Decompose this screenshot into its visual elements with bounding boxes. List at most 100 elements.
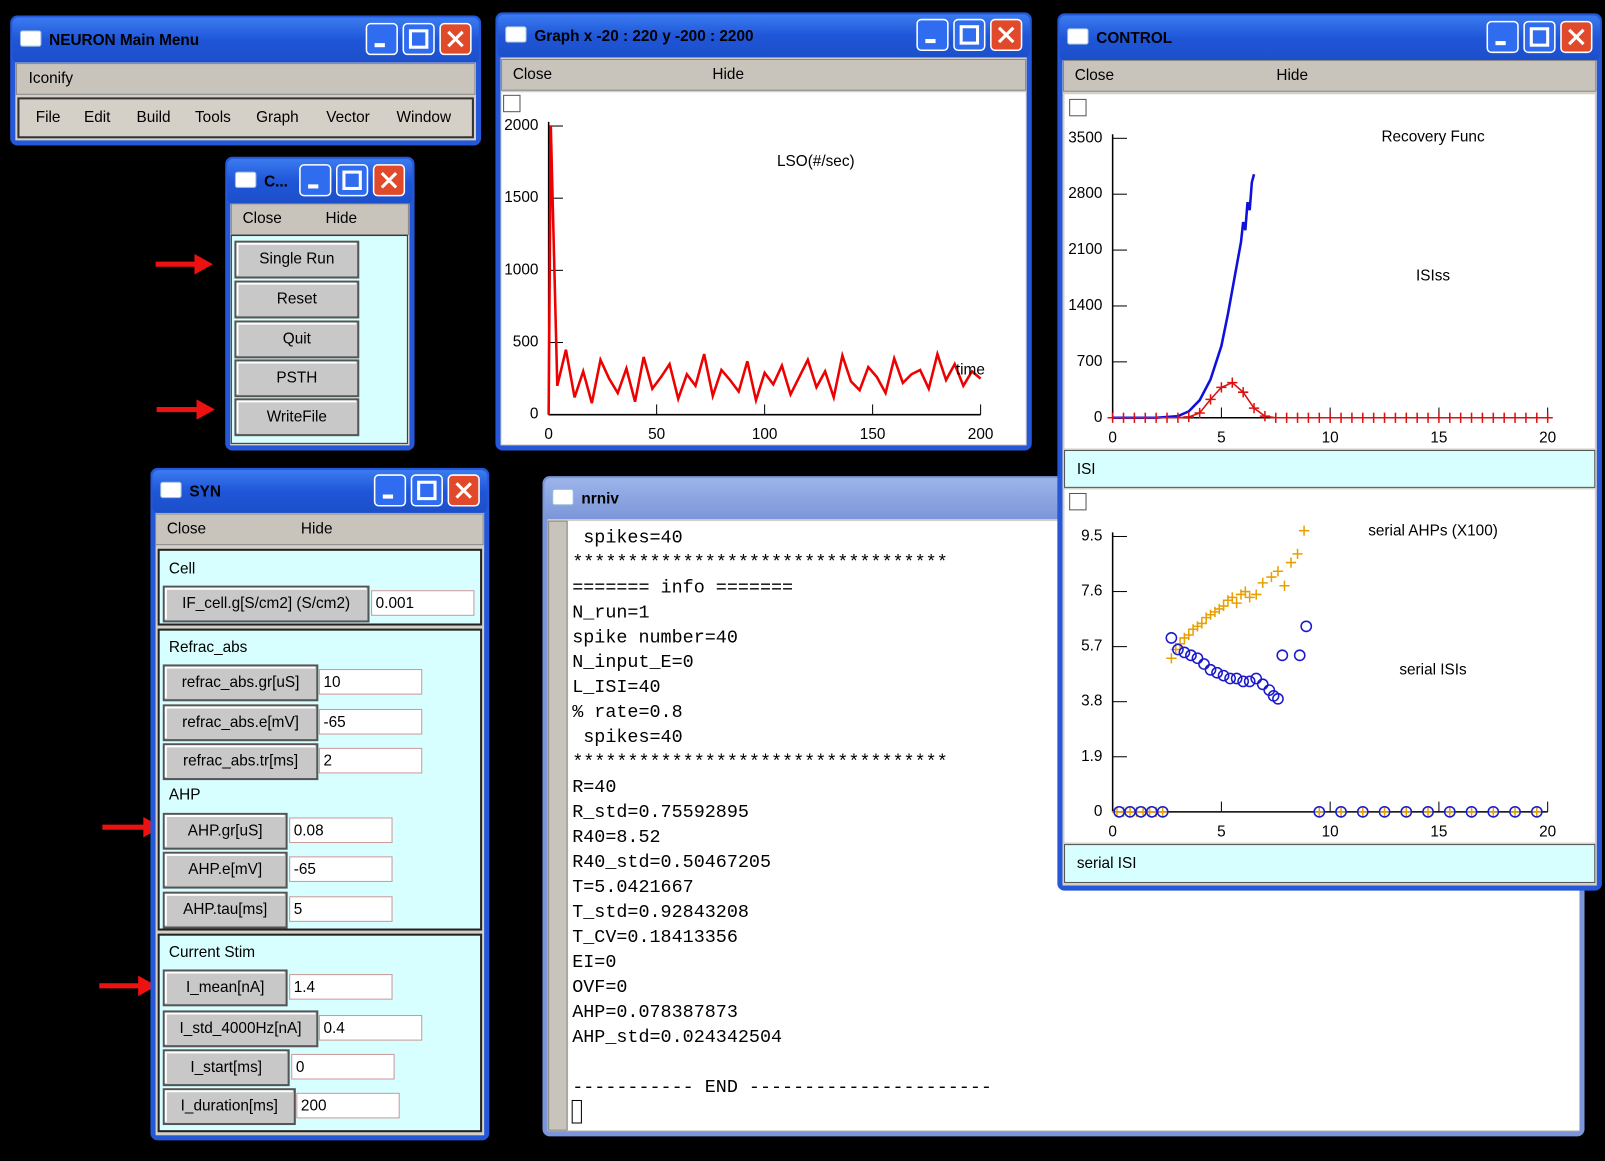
menu-item[interactable]: Edit <box>84 109 111 126</box>
menu-item[interactable]: Graph <box>256 109 299 126</box>
menu-item[interactable]: Build <box>136 109 170 126</box>
menu-item[interactable]: File <box>36 109 61 126</box>
circle-marker <box>1204 663 1217 676</box>
run-button-label[interactable]: Single Run <box>259 251 334 268</box>
value-box[interactable] <box>318 747 423 774</box>
field-button[interactable] <box>162 664 319 702</box>
field-value[interactable]: 0.001 <box>376 595 414 612</box>
run-button-label[interactable]: Quit <box>283 331 312 348</box>
field-button[interactable] <box>162 812 288 850</box>
value-box[interactable] <box>289 974 393 1000</box>
window-title: NEURON Main Menu <box>49 32 199 49</box>
value-box[interactable] <box>318 708 423 735</box>
field-button[interactable] <box>162 969 288 1007</box>
field-button[interactable] <box>162 1049 290 1087</box>
maximize-button[interactable] <box>335 164 369 197</box>
field-value[interactable]: 2 <box>323 753 332 770</box>
value-box[interactable] <box>318 1015 423 1041</box>
run-button[interactable] <box>234 320 360 359</box>
plus-marker <box>1244 592 1255 603</box>
field-value[interactable]: 5 <box>294 901 303 918</box>
value-box[interactable] <box>296 1092 400 1119</box>
value-box[interactable] <box>289 817 393 844</box>
console-line: spikes=40 <box>572 727 682 748</box>
field-button-label[interactable]: refrac_abs.gr[uS] <box>182 674 300 691</box>
plot-checkbox[interactable] <box>1069 98 1087 117</box>
maximize-button[interactable] <box>402 22 435 56</box>
plus-marker <box>1107 412 1118 423</box>
field-button[interactable] <box>162 743 319 781</box>
field-button-label[interactable]: I_start[ms] <box>190 1059 262 1076</box>
menu-item[interactable]: Vector <box>326 109 370 126</box>
minimize-button[interactable] <box>373 474 407 507</box>
run-button-bevel <box>236 242 357 276</box>
plus-marker <box>1444 806 1455 817</box>
plot-checkbox[interactable] <box>503 94 521 113</box>
x-tick-label: 20 <box>1539 823 1556 840</box>
run-button[interactable] <box>234 280 360 319</box>
run-button-label[interactable]: Reset <box>277 291 318 308</box>
close-item[interactable]: Close <box>513 66 552 83</box>
close-item[interactable]: Close <box>167 520 206 537</box>
field-button-label[interactable]: I_duration[ms] <box>181 1098 278 1115</box>
run-button[interactable] <box>234 398 360 437</box>
field-value[interactable]: 0 <box>296 1059 305 1076</box>
run-button-bevel <box>236 322 357 356</box>
maximize-button[interactable] <box>410 474 443 507</box>
field-value[interactable]: -65 <box>294 861 316 878</box>
maximize-button[interactable] <box>1523 20 1556 54</box>
maximize-glyph <box>1529 27 1550 47</box>
maximize-button[interactable] <box>953 18 986 52</box>
menu-item[interactable]: Window <box>396 109 451 126</box>
plus-marker <box>1292 412 1303 423</box>
close-item[interactable]: Close <box>1075 67 1114 84</box>
field-button[interactable] <box>162 851 288 889</box>
hide-item[interactable]: Hide <box>1276 67 1308 84</box>
field-value[interactable]: 0.4 <box>323 1020 345 1037</box>
field-button-label[interactable]: I_mean[nA] <box>186 979 264 996</box>
close-item[interactable]: Close <box>243 210 282 227</box>
value-box[interactable] <box>289 856 393 882</box>
iconify-item[interactable]: Iconify <box>29 70 74 87</box>
console-scrollbar[interactable] <box>548 520 568 1131</box>
run-button[interactable] <box>234 359 360 398</box>
field-button-label[interactable]: IF_cell.g[S/cm2] (S/cm2) <box>182 595 350 612</box>
value-box[interactable] <box>291 1053 395 1080</box>
minimize-button[interactable] <box>916 18 949 52</box>
console-line: EI=0 <box>572 952 616 973</box>
y-tick-label: 1.9 <box>1081 748 1102 765</box>
field-value[interactable]: 10 <box>323 674 340 691</box>
minimize-button[interactable] <box>365 22 398 56</box>
plot-checkbox[interactable] <box>1069 492 1087 511</box>
field-button-label[interactable]: refrac_abs.tr[ms] <box>183 753 298 770</box>
hide-item[interactable]: Hide <box>712 66 744 83</box>
field-value[interactable]: 200 <box>301 1098 327 1115</box>
field-button[interactable] <box>162 704 319 742</box>
menu-item[interactable]: Tools <box>195 109 231 126</box>
field-button-label[interactable]: AHP.e[mV] <box>188 861 262 878</box>
field-button-label[interactable]: AHP.gr[uS] <box>188 822 263 839</box>
field-value[interactable]: 1.4 <box>294 979 316 996</box>
field-button-label[interactable]: refrac_abs.e[mV] <box>182 714 299 731</box>
hide-item[interactable]: Hide <box>326 210 358 227</box>
x-tick-label: 5 <box>1217 429 1226 446</box>
field-value[interactable]: -65 <box>323 714 345 731</box>
field-value[interactable]: 0.08 <box>294 822 324 839</box>
field-button[interactable] <box>162 585 370 623</box>
field-button[interactable] <box>162 1088 296 1126</box>
field-button-label[interactable]: AHP.tau[ms] <box>183 901 267 918</box>
hide-item[interactable]: Hide <box>301 520 333 537</box>
field-button[interactable] <box>162 891 288 929</box>
field-button[interactable] <box>162 1010 319 1048</box>
circle-marker <box>1293 649 1306 662</box>
run-button-label[interactable]: PSTH <box>276 369 317 386</box>
run-button[interactable] <box>234 240 360 279</box>
value-box[interactable] <box>289 896 393 922</box>
run-button-label[interactable]: WriteFile <box>267 408 327 425</box>
field-button-label[interactable]: I_std_4000Hz[nA] <box>180 1020 302 1037</box>
minimize-button[interactable] <box>299 164 332 197</box>
value-box[interactable] <box>318 669 423 695</box>
value-box[interactable] <box>371 590 475 616</box>
minimize-button[interactable] <box>1486 20 1519 54</box>
